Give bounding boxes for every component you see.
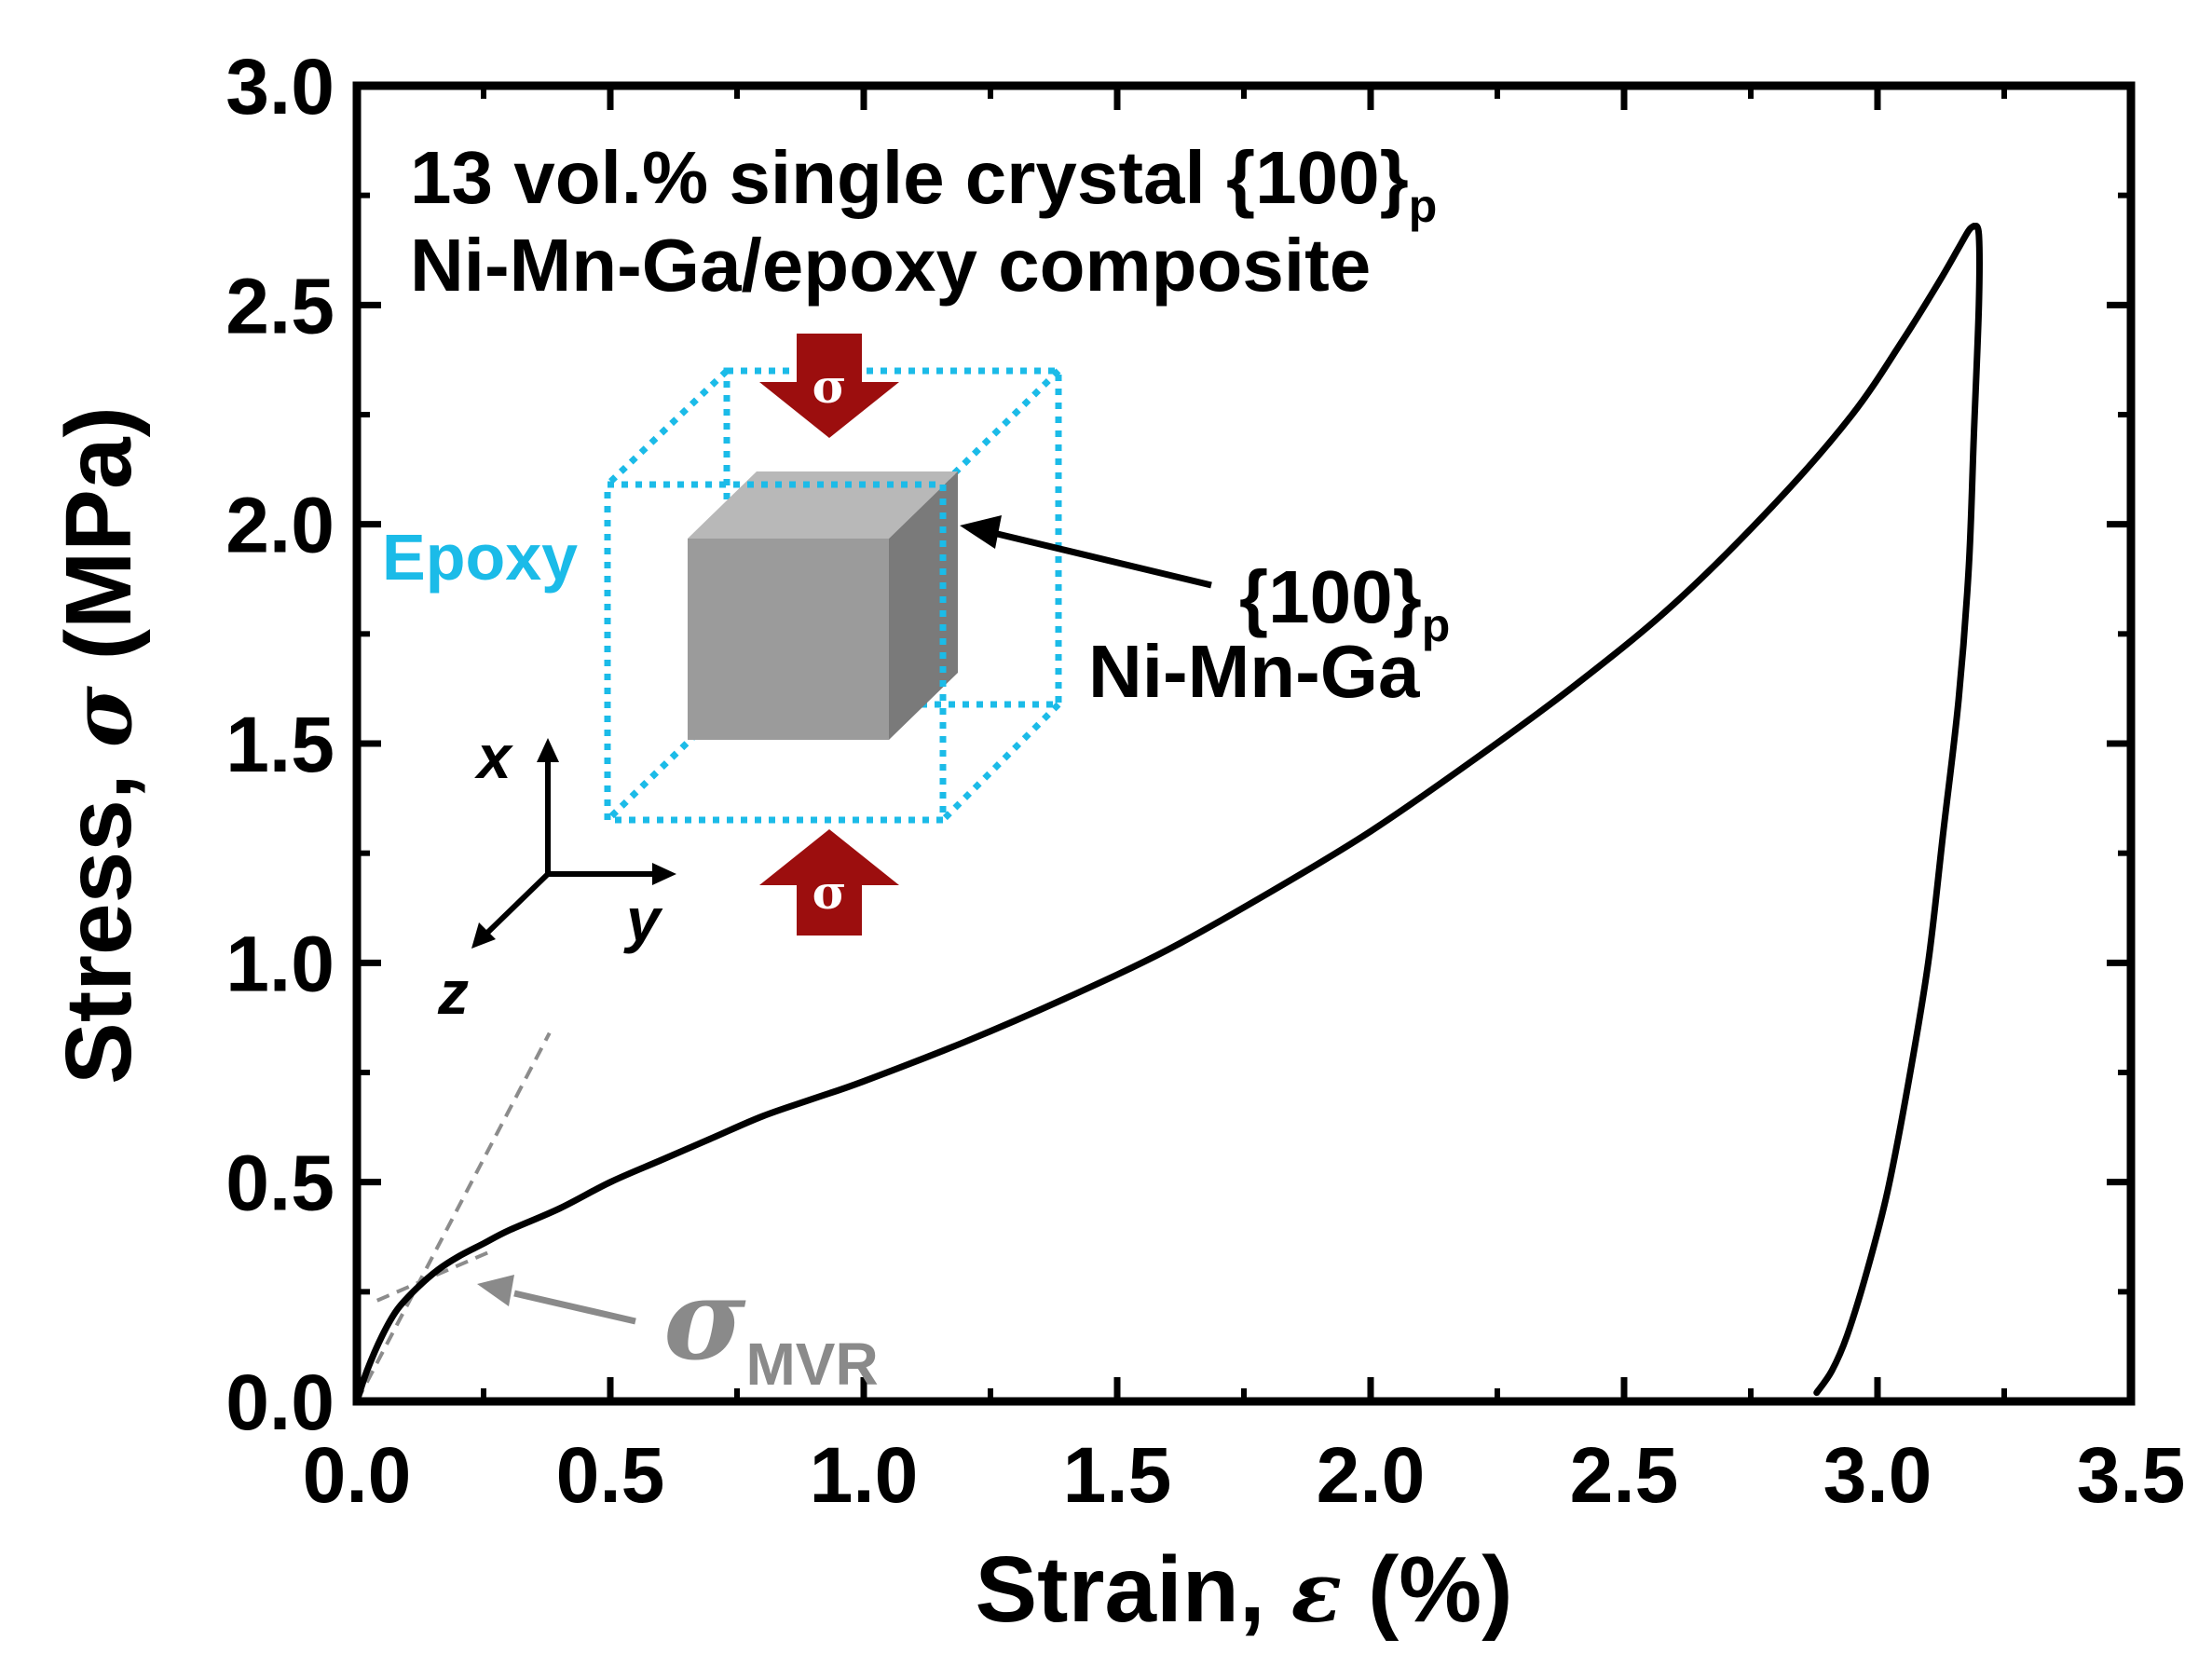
y-axis-title-text: Stress, xyxy=(47,773,151,1085)
composite-schematic: Epoxy {100}p Ni-Mn-Ga σ σ x y z xyxy=(382,334,1450,1027)
x-axis-unit: (%) xyxy=(1368,1537,1513,1642)
crystal-label-2: Ni-Mn-Ga xyxy=(1088,630,1420,713)
y-axis-title: Stress, σ (MPa) xyxy=(47,406,151,1085)
guide-lines xyxy=(355,1031,552,1402)
mvr-arrow-line xyxy=(513,1290,636,1325)
x-tick-label: 1.5 xyxy=(1063,1431,1172,1519)
y-tick-label: 2.0 xyxy=(225,482,335,569)
chart-title-line2: Ni-Mn-Ga/epoxy composite xyxy=(410,224,1371,307)
coordinate-axes xyxy=(471,738,676,949)
crystal-label-sub: p xyxy=(1422,599,1451,651)
y-tick-label: 2.5 xyxy=(225,262,335,349)
guide-line-initial-slope xyxy=(355,1031,552,1402)
x-tick-label: 2.5 xyxy=(1570,1431,1679,1519)
y-axis-symbol: σ xyxy=(52,686,151,748)
chart-title-line1: 13 vol.% single crystal {100}p xyxy=(410,136,1437,232)
series-unloading xyxy=(1813,223,1983,1397)
crystal-pointer-line xyxy=(985,527,1212,589)
cube-front-face xyxy=(688,539,889,740)
load-arrow-bottom: σ xyxy=(759,829,899,936)
y-tick-label: 0.5 xyxy=(225,1140,335,1227)
load-arrow-top: σ xyxy=(759,334,899,438)
x-axis-symbol: ε xyxy=(1290,1543,1342,1642)
x-axis-title-text: Strain, xyxy=(975,1537,1264,1642)
y-tick-labels: 0.0 0.5 1.0 1.5 2.0 2.5 3.0 xyxy=(225,43,335,1446)
x-tick-label: 1.0 xyxy=(810,1431,919,1519)
chart-title-sub: p xyxy=(1409,180,1438,232)
x-tick-labels: 0.0 0.5 1.0 1.5 2.0 2.5 3.0 3.5 xyxy=(303,1431,2186,1519)
mvr-arrow-head xyxy=(477,1275,514,1306)
epoxy-box-edge-tr xyxy=(940,368,1061,487)
epoxy-label: Epoxy xyxy=(382,521,578,594)
epoxy-box-edge-tl xyxy=(605,368,730,487)
coord-label-x: x xyxy=(474,722,513,791)
mvr-symbol: σ xyxy=(663,1254,746,1386)
y-tick-label: 1.0 xyxy=(225,920,335,1007)
x-tick-label: 2.0 xyxy=(1317,1431,1426,1519)
epoxy-box-front xyxy=(604,481,947,824)
x-tick-label: 0.5 xyxy=(556,1431,665,1519)
y-tick-label: 0.0 xyxy=(225,1359,335,1446)
x-axis-title: Strain, ε (%) xyxy=(975,1537,1512,1642)
x-tick-label: 3.0 xyxy=(1823,1431,1932,1519)
epoxy-box-edge-br xyxy=(940,702,1061,823)
load-arrow-top-shape xyxy=(759,334,899,438)
load-arrow-bottom-symbol: σ xyxy=(812,865,847,920)
crystal-label-main: {100} xyxy=(1239,555,1422,638)
chart-title-main: 13 vol.% single crystal {100} xyxy=(410,136,1409,219)
mvr-label: σMVR xyxy=(663,1254,879,1398)
crystal-label-1: {100}p xyxy=(1239,555,1450,651)
coord-axis-y-head xyxy=(652,863,676,885)
coord-axis-z-line xyxy=(482,871,551,938)
load-arrow-top-symbol: σ xyxy=(812,359,847,414)
x-tick-label: 3.5 xyxy=(2077,1431,2186,1519)
y-tick-label: 3.0 xyxy=(225,43,335,130)
x-tick-label: 0.0 xyxy=(303,1431,412,1519)
crystal-pointer-head xyxy=(960,515,1002,549)
coord-label-z: z xyxy=(437,958,469,1027)
load-arrow-bottom-shape xyxy=(759,829,899,936)
coord-axis-z-head xyxy=(471,922,496,949)
mvr-annotation: σMVR xyxy=(477,1254,879,1398)
axis-ticks xyxy=(353,82,2135,1405)
y-axis-unit: (MPa) xyxy=(47,406,151,660)
series-loading xyxy=(353,223,1977,1405)
data-series xyxy=(353,223,1983,1405)
coord-label-y: y xyxy=(623,885,663,954)
mvr-subscript: MVR xyxy=(745,1331,878,1398)
coord-axis-x-head xyxy=(537,738,559,762)
cube-top-face xyxy=(688,471,958,539)
y-tick-label: 1.5 xyxy=(225,701,335,788)
